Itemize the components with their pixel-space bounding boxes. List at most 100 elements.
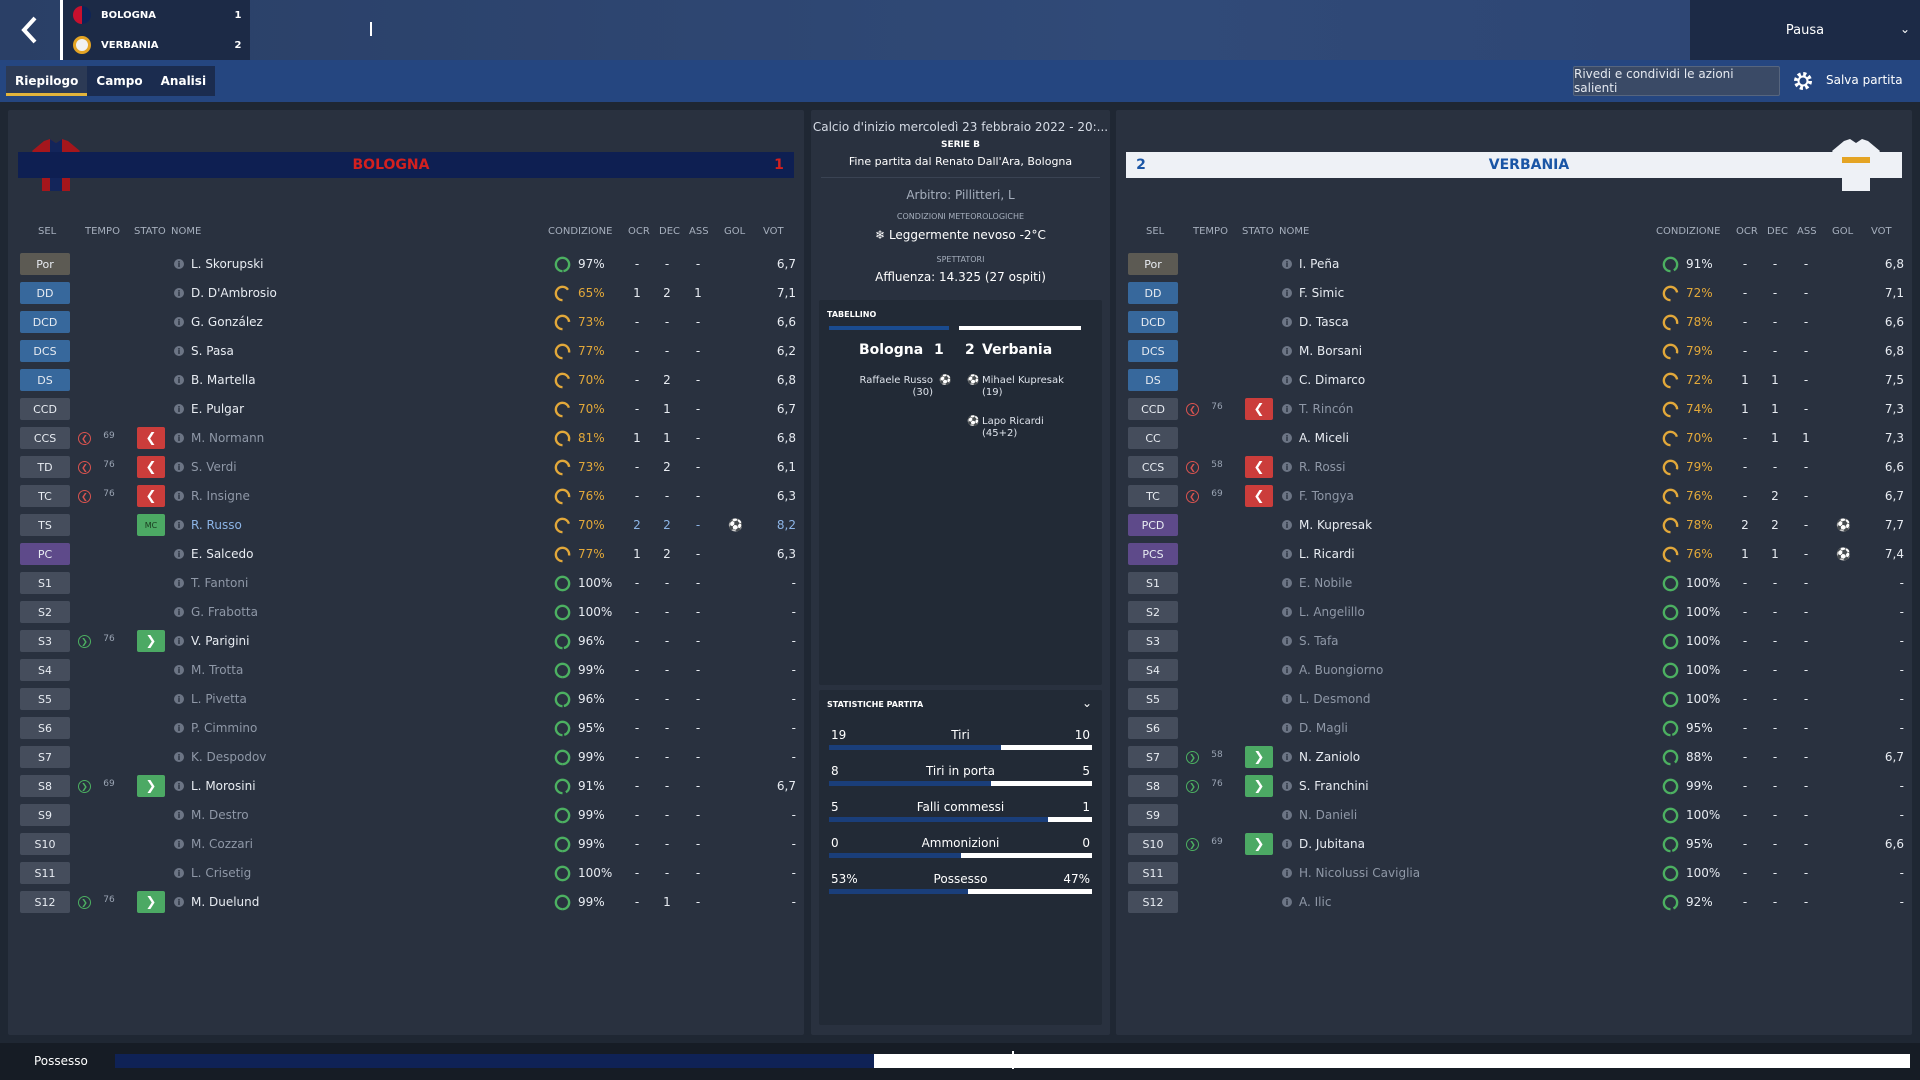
player-row[interactable]: S5 i L. Desmond 100% - - - - xyxy=(1116,685,1912,714)
info-icon[interactable]: i xyxy=(174,549,184,559)
player-row[interactable]: PCD i M. Kupresak 78% 2 2 - ⚽ 7,7 xyxy=(1116,511,1912,540)
position-badge[interactable]: CC xyxy=(1128,427,1178,449)
position-badge[interactable]: S4 xyxy=(1128,659,1178,681)
player-name[interactable]: L. Ricardi xyxy=(1299,547,1355,561)
player-name[interactable]: N. Zaniolo xyxy=(1299,750,1361,764)
player-row[interactable]: S7 i K. Despodov 99% - - - - xyxy=(8,743,804,772)
player-row[interactable]: S8 ❯ 69 ❯ i L. Morosini 91% - - - 6,7 xyxy=(8,772,804,801)
info-icon[interactable]: i xyxy=(1282,317,1292,327)
player-row[interactable]: S2 i L. Angelillo 100% - - - - xyxy=(1116,598,1912,627)
player-name[interactable]: R. Insigne xyxy=(191,489,250,503)
position-badge[interactable]: TS xyxy=(20,514,70,536)
player-name[interactable]: F. Tongya xyxy=(1299,489,1354,503)
player-name[interactable]: M. Normann xyxy=(191,431,265,445)
info-icon[interactable]: i xyxy=(1282,404,1292,414)
tab-campo[interactable]: Campo xyxy=(96,74,143,88)
player-name[interactable]: L. Desmond xyxy=(1299,692,1371,706)
info-icon[interactable]: i xyxy=(174,781,184,791)
position-badge[interactable]: S3 xyxy=(20,630,70,652)
player-name[interactable]: L. Morosini xyxy=(191,779,256,793)
info-icon[interactable]: i xyxy=(1282,491,1292,501)
position-badge[interactable]: DCS xyxy=(1128,340,1178,362)
position-badge[interactable]: TD xyxy=(20,456,70,478)
info-icon[interactable]: i xyxy=(1282,665,1292,675)
position-badge[interactable]: PCS xyxy=(1128,543,1178,565)
player-row[interactable]: DCD i D. Tasca 78% - - - 6,6 xyxy=(1116,308,1912,337)
player-row[interactable]: CCD ❮ 76 ❮ i T. Rincón 74% 1 1 - 7,3 xyxy=(1116,395,1912,424)
position-badge[interactable]: TC xyxy=(20,485,70,507)
player-row[interactable]: CCS ❮ 58 ❮ i R. Rossi 79% - - - 6,6 xyxy=(1116,453,1912,482)
back-button[interactable] xyxy=(0,0,60,60)
player-row[interactable]: DD i D. D'Ambrosio 65% 1 2 1 7,1 xyxy=(8,279,804,308)
player-name[interactable]: S. Pasa xyxy=(191,344,234,358)
player-name[interactable]: D. Magli xyxy=(1299,721,1348,735)
info-icon[interactable]: i xyxy=(174,810,184,820)
info-icon[interactable]: i xyxy=(1282,607,1292,617)
player-row[interactable]: S6 i D. Magli 95% - - - - xyxy=(1116,714,1912,743)
player-name[interactable]: K. Despodov xyxy=(191,750,267,764)
position-badge[interactable]: S11 xyxy=(20,862,70,884)
info-icon[interactable]: i xyxy=(1282,433,1292,443)
position-badge[interactable]: S6 xyxy=(20,717,70,739)
player-row[interactable]: S11 i L. Crisetig 100% - - - - xyxy=(8,859,804,888)
save-match-button[interactable]: Salva partita xyxy=(1826,73,1903,87)
player-row[interactable]: S4 i A. Buongiorno 100% - - - - xyxy=(1116,656,1912,685)
player-row[interactable]: DD i F. Simic 72% - - - 7,1 xyxy=(1116,279,1912,308)
position-badge[interactable]: PCD xyxy=(1128,514,1178,536)
player-row[interactable]: S1 i T. Fantoni 100% - - - - xyxy=(8,569,804,598)
info-icon[interactable]: i xyxy=(174,520,184,530)
player-name[interactable]: S. Franchini xyxy=(1299,779,1369,793)
position-badge[interactable]: S2 xyxy=(1128,601,1178,623)
player-name[interactable]: M. Destro xyxy=(191,808,249,822)
player-row[interactable]: S8 ❯ 76 ❯ i S. Franchini 99% - - - - xyxy=(1116,772,1912,801)
position-badge[interactable]: S5 xyxy=(20,688,70,710)
player-name[interactable]: R. Russo xyxy=(191,518,242,532)
info-icon[interactable]: i xyxy=(174,897,184,907)
gear-icon[interactable] xyxy=(1788,66,1818,96)
player-name[interactable]: D. Tasca xyxy=(1299,315,1349,329)
info-icon[interactable]: i xyxy=(174,723,184,733)
player-row[interactable]: CC i A. Miceli 70% - 1 1 7,3 xyxy=(1116,424,1912,453)
player-name[interactable]: L. Skorupski xyxy=(191,257,264,271)
position-badge[interactable]: Por xyxy=(1128,253,1178,275)
tab-analisi[interactable]: Analisi xyxy=(160,74,207,88)
info-icon[interactable]: i xyxy=(174,665,184,675)
info-icon[interactable]: i xyxy=(174,346,184,356)
player-row[interactable]: PC i E. Salcedo 77% 1 2 - 6,3 xyxy=(8,540,804,569)
player-name[interactable]: V. Parigini xyxy=(191,634,250,648)
info-icon[interactable]: i xyxy=(174,433,184,443)
info-icon[interactable]: i xyxy=(174,404,184,414)
position-badge[interactable]: CCS xyxy=(20,427,70,449)
player-name[interactable]: M. Kupresak xyxy=(1299,518,1373,532)
info-icon[interactable]: i xyxy=(1282,578,1292,588)
player-row[interactable]: S12 i A. Ilic 92% - - - - xyxy=(1116,888,1912,917)
highlights-button[interactable]: Rivedi e condividi le azioni salienti xyxy=(1573,66,1780,96)
player-name[interactable]: G. Frabotta xyxy=(191,605,258,619)
player-name[interactable]: S. Verdi xyxy=(191,460,237,474)
player-row[interactable]: S3 ❯ 76 ❯ i V. Parigini 96% - - - - xyxy=(8,627,804,656)
player-row[interactable]: Por i I. Peña 91% - - - 6,8 xyxy=(1116,250,1912,279)
position-badge[interactable]: S12 xyxy=(20,891,70,913)
player-name[interactable]: C. Dimarco xyxy=(1299,373,1366,387)
player-name[interactable]: L. Pivetta xyxy=(191,692,247,706)
info-icon[interactable]: i xyxy=(174,317,184,327)
position-badge[interactable]: Por xyxy=(20,253,70,275)
info-icon[interactable]: i xyxy=(174,578,184,588)
player-row[interactable]: S12 ❯ 76 ❯ i M. Duelund 99% - 1 - - xyxy=(8,888,804,917)
position-badge[interactable]: CCS xyxy=(1128,456,1178,478)
player-name[interactable]: E. Pulgar xyxy=(191,402,245,416)
player-row[interactable]: TC ❮ 76 ❮ i R. Insigne 76% - - - 6,3 xyxy=(8,482,804,511)
position-badge[interactable]: S2 xyxy=(20,601,70,623)
position-badge[interactable]: S10 xyxy=(20,833,70,855)
info-icon[interactable]: i xyxy=(1282,897,1292,907)
position-badge[interactable]: S5 xyxy=(1128,688,1178,710)
info-icon[interactable]: i xyxy=(1282,520,1292,530)
player-row[interactable]: S4 i M. Trotta 99% - - - - xyxy=(8,656,804,685)
player-name[interactable]: H. Nicolussi Caviglia xyxy=(1299,866,1421,880)
position-badge[interactable]: S8 xyxy=(1128,775,1178,797)
player-row[interactable]: S11 i H. Nicolussi Caviglia 100% - - - - xyxy=(1116,859,1912,888)
player-row[interactable]: TS MC i R. Russo 70% 2 2 - ⚽ 8,2 xyxy=(8,511,804,540)
player-name[interactable]: T. Rincón xyxy=(1299,402,1354,416)
info-icon[interactable]: i xyxy=(1282,694,1292,704)
player-row[interactable]: S9 i N. Danieli 100% - - - - xyxy=(1116,801,1912,830)
